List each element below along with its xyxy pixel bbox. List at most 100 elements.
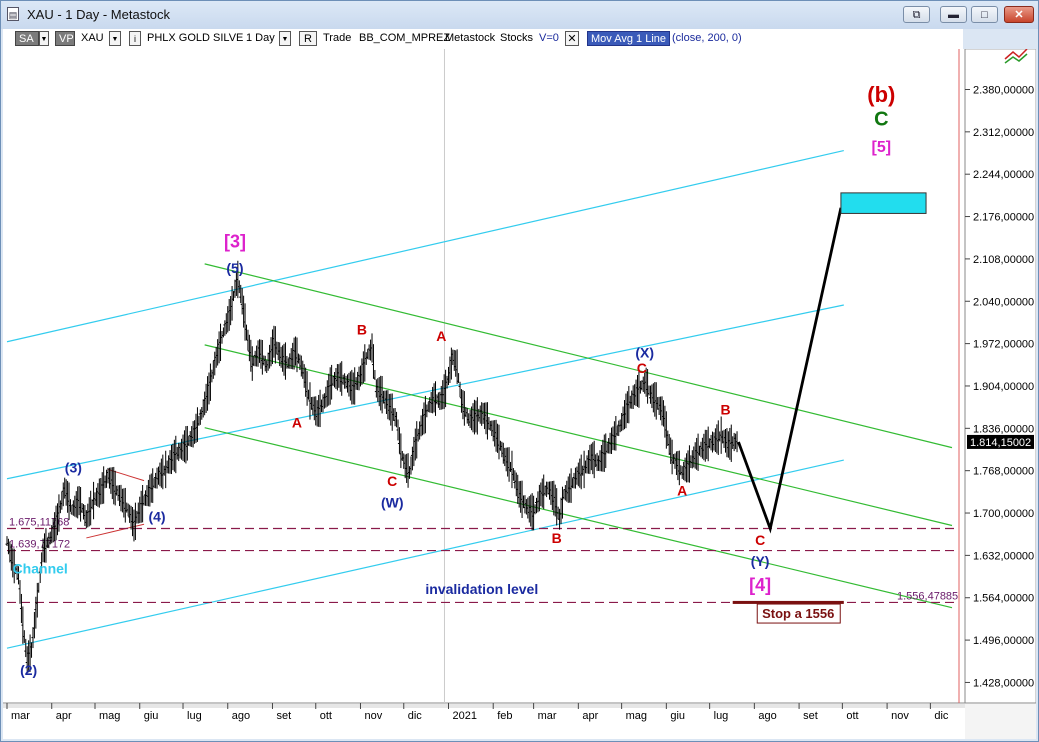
x-tick-label: apr: [56, 710, 72, 722]
symbol-name: PHLX GOLD SILVE: [147, 32, 244, 44]
level-label: 1.556,47885: [897, 590, 958, 602]
wave-label: (X): [635, 344, 654, 360]
sa-dropdown-icon[interactable]: ▼: [39, 31, 49, 46]
last-price-tag: [967, 434, 1034, 449]
y-tick-label: 2.380,00000: [973, 84, 1034, 96]
x-tick-label: lug: [714, 710, 729, 722]
indicator-params: (close, 200, 0): [672, 32, 742, 44]
wave-label: Channel: [13, 560, 68, 576]
y-tick-label: 1.768,00000: [973, 466, 1034, 478]
period-dropdown-icon[interactable]: ▼: [279, 31, 291, 46]
chart-background: [3, 49, 1036, 739]
wave-label: (4): [148, 509, 165, 525]
y-tick-label: 2.176,00000: [973, 212, 1034, 224]
minimize-button[interactable]: ▬: [940, 6, 967, 23]
projection-path: [737, 207, 843, 534]
x-tick-label: set: [276, 710, 291, 722]
y-tick-label: 2.108,00000: [973, 254, 1034, 266]
x-tick-label: nov: [364, 710, 382, 722]
y-tick-label: 1.904,00000: [973, 381, 1034, 393]
wave-label: (5): [226, 260, 243, 276]
wave-label: C: [387, 473, 397, 489]
period-select[interactable]: 1 Day: [246, 32, 275, 44]
x-tick-label: mar: [11, 710, 30, 722]
source-label: Metastock: [445, 32, 496, 44]
sa-button[interactable]: SA: [15, 31, 39, 46]
symbol-field[interactable]: XAU: [81, 32, 104, 44]
stop-label: Stop a 1556: [762, 606, 834, 621]
horizontal-scrollbar: [3, 704, 965, 708]
x-tick-label: apr: [582, 710, 598, 722]
wave-label: C: [755, 532, 765, 548]
wave-label: [5]: [872, 139, 892, 156]
wave-label: C: [874, 109, 888, 131]
stop-bar: [732, 600, 844, 604]
r-button[interactable]: R: [299, 31, 317, 46]
x-tick-label: mag: [626, 710, 647, 722]
y-tick-label: 1.632,00000: [973, 550, 1034, 562]
x-tick-label: ott: [846, 710, 858, 722]
x-tick-label: ago: [232, 710, 250, 722]
wave-label: B: [720, 402, 730, 418]
wave-label: C: [637, 360, 647, 376]
x-tick-label: mag: [99, 710, 120, 722]
invalidation-label: invalidation level: [425, 581, 538, 597]
price-chart[interactable]: 2.380,00000 2.312,00000 2.244,00000 2.176,0…: [3, 49, 1036, 739]
y-tick-label: 2.040,00000: [973, 296, 1034, 308]
price-axis-panel: [964, 49, 1036, 704]
y-tick-label: 1.972,00000: [973, 339, 1034, 351]
x-tick-label: set: [803, 710, 818, 722]
close-button[interactable]: ✕: [1004, 6, 1034, 23]
wave-label: A: [677, 483, 687, 499]
document-icon: ▤: [7, 7, 19, 21]
x-tick-label: 2021: [452, 710, 476, 722]
vp-button[interactable]: VP: [55, 31, 75, 46]
x-tick-label: dic: [408, 710, 423, 722]
wave-label: B: [357, 321, 367, 337]
time-axis-panel: [3, 703, 1036, 739]
level-label: 1.639,77172: [9, 539, 70, 551]
channel-line-cyan: [6, 304, 844, 480]
y-tick-label: 1.496,00000: [973, 635, 1034, 647]
window-title: XAU - 1 Day - Metastock: [27, 7, 171, 22]
x-tick-label: dic: [934, 710, 949, 722]
chart-tools-line-green: [1004, 53, 1028, 64]
chart-tools-icon: [1004, 49, 1028, 64]
wave-label: [4]: [749, 575, 771, 595]
chart-tools-line-red: [1004, 49, 1028, 60]
wave-label: (3): [65, 460, 82, 476]
symbol-dropdown-icon[interactable]: ▼: [109, 31, 121, 46]
x-tick-label: lug: [187, 710, 202, 722]
wave-label: B: [552, 530, 562, 546]
remove-icon[interactable]: ✕: [565, 31, 579, 46]
maximize-button[interactable]: □: [971, 6, 998, 23]
axis-corner: [965, 704, 1036, 739]
x-tick-label: mar: [538, 710, 557, 722]
wave-label: A: [436, 328, 446, 344]
y-tick-label: 2.312,00000: [973, 127, 1034, 139]
account-label: BB_COM_MPREZ: [359, 32, 451, 44]
restore-button[interactable]: ⧉: [903, 6, 930, 23]
channel-line-cyan: [6, 149, 844, 343]
stop-label-box: [756, 603, 841, 624]
x-tick-label: giu: [144, 710, 159, 722]
y-tick-label: 2.244,00000: [973, 169, 1034, 181]
x-tick-label: nov: [891, 710, 909, 722]
x-tick-label: ago: [758, 710, 776, 722]
info-icon[interactable]: i: [129, 31, 141, 46]
channel-line-green: [204, 427, 953, 609]
title-bar: ▤ XAU - 1 Day - Metastock ⧉ ▬ □ ✕: [1, 1, 1038, 29]
target-box: [840, 192, 927, 214]
y-tick-label: 1.564,00000: [973, 593, 1034, 605]
level-label: 1.675,11768: [9, 517, 69, 529]
indicator-button[interactable]: Mov Avg 1 Line: [587, 31, 671, 46]
trade-label[interactable]: Trade: [323, 32, 352, 44]
wave-label: [3]: [224, 232, 246, 252]
last-price-label: 1.814,15002: [970, 437, 1031, 449]
y-tick-label: 1.700,00000: [973, 508, 1034, 520]
y-tick-label: 1.428,00000: [973, 677, 1034, 689]
wave-label: (2): [20, 662, 37, 678]
wave-label: (Y): [751, 553, 770, 569]
channel-line-green: [204, 263, 953, 449]
